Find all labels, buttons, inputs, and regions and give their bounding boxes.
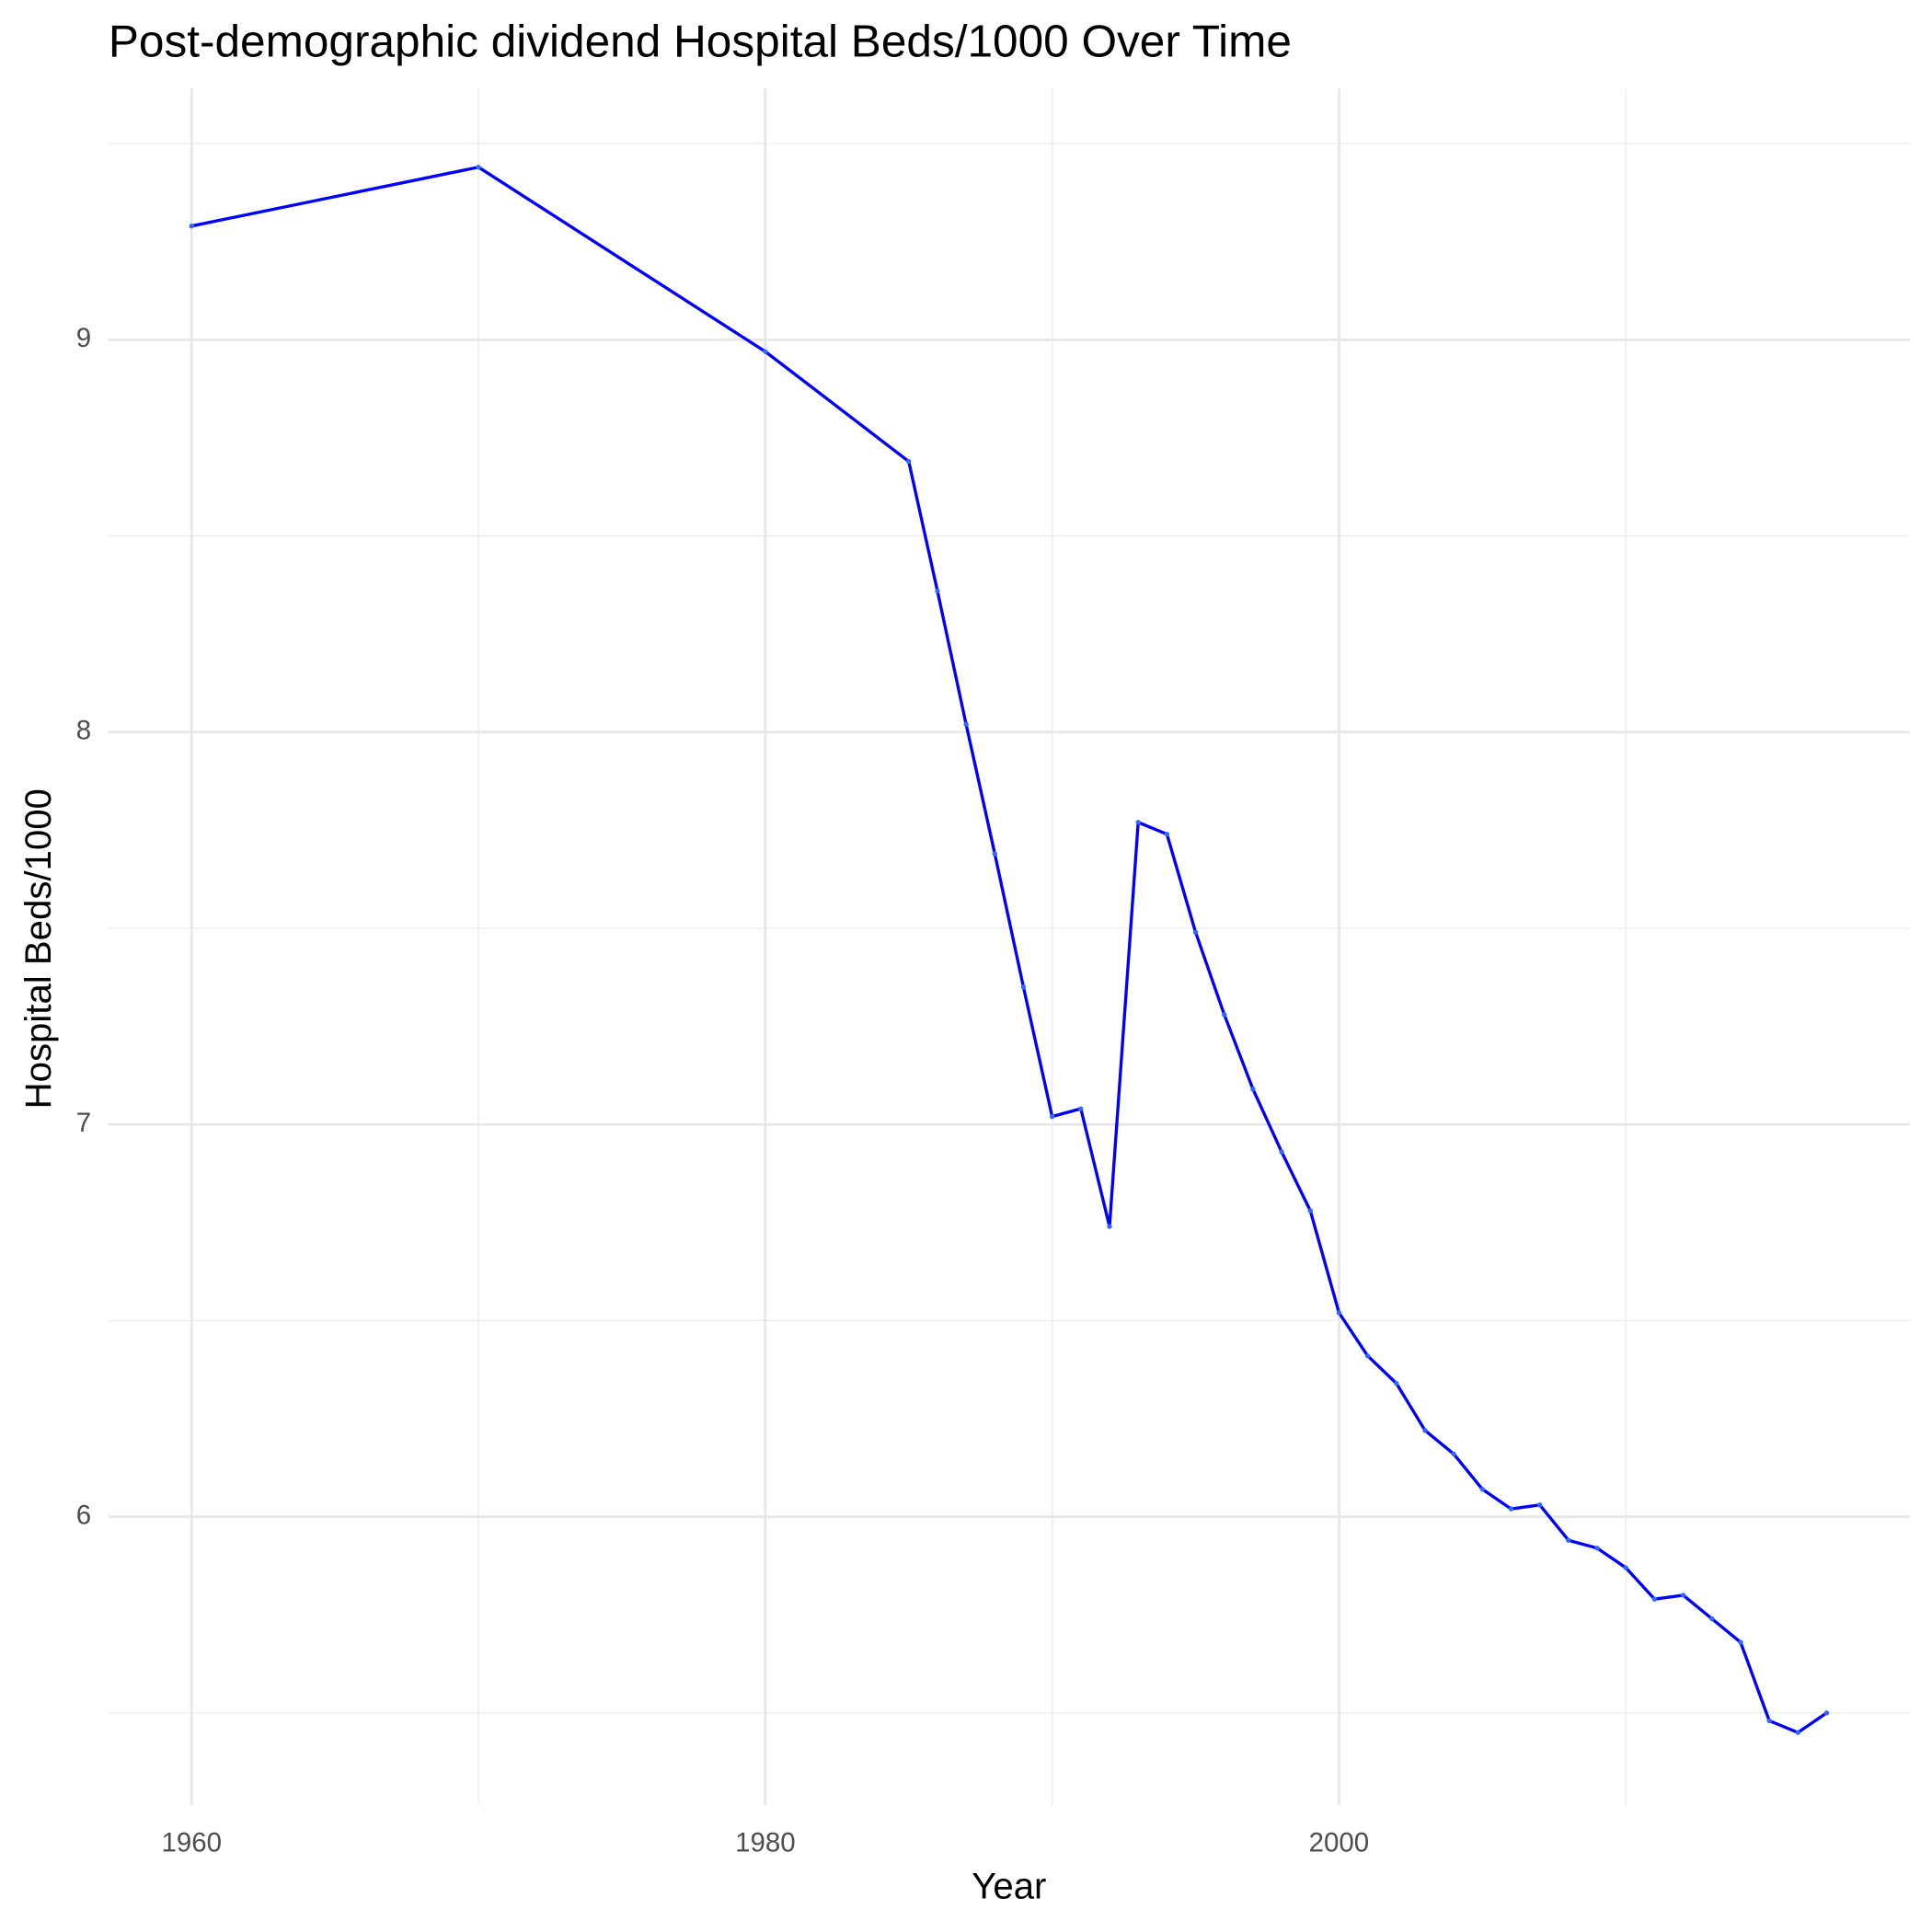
data-point [1479, 1487, 1486, 1492]
data-point [763, 349, 768, 354]
data-point [906, 458, 912, 465]
data-point [992, 851, 997, 857]
y-tick-label: 6 [76, 1500, 91, 1530]
data-point [1394, 1380, 1399, 1386]
x-tick-label: 1980 [735, 1828, 796, 1858]
data-point [935, 588, 940, 593]
y-tick-label: 7 [76, 1108, 91, 1138]
y-axis-title: Hospital Beds/1000 [17, 788, 59, 1109]
x-tick-label: 1960 [162, 1828, 223, 1858]
data-point [1279, 1149, 1284, 1155]
data-point [1594, 1546, 1600, 1551]
data-point [1422, 1428, 1428, 1433]
data-point [1164, 831, 1170, 837]
data-point [1107, 1224, 1112, 1229]
data-point [189, 224, 194, 229]
data-point [1192, 929, 1199, 935]
data-point [1766, 1718, 1772, 1724]
grid [108, 88, 1910, 1806]
data-point [1566, 1537, 1571, 1543]
data-point [1651, 1596, 1658, 1602]
y-tick-label: 8 [76, 716, 91, 746]
data-point [1307, 1208, 1313, 1213]
data-point [1680, 1593, 1686, 1598]
data-point [1451, 1451, 1456, 1457]
y-tick-label: 9 [76, 323, 91, 353]
data-line [190, 166, 1828, 1734]
plot-area [189, 165, 1830, 1735]
data-point [1049, 1113, 1055, 1120]
data-point [1364, 1353, 1371, 1359]
data-point [1623, 1565, 1628, 1570]
x-axis-title: Year [972, 1866, 1046, 1907]
data-point [1823, 1710, 1830, 1716]
data-point [1020, 984, 1027, 990]
data-point [963, 721, 969, 727]
data-point [1709, 1616, 1715, 1622]
data-point [1795, 1730, 1800, 1735]
chart-title: Post-demographic dividend Hospital Beds/… [109, 15, 1292, 66]
data-point [476, 165, 481, 170]
data-point [1336, 1310, 1342, 1316]
x-tick-label: 2000 [1309, 1828, 1370, 1858]
data-point [1508, 1506, 1514, 1512]
data-point [1078, 1106, 1084, 1111]
data-point [1537, 1502, 1543, 1508]
data-point [1250, 1087, 1256, 1092]
data-point [1222, 1012, 1227, 1018]
data-point [1135, 820, 1141, 825]
data-point [1738, 1639, 1743, 1645]
